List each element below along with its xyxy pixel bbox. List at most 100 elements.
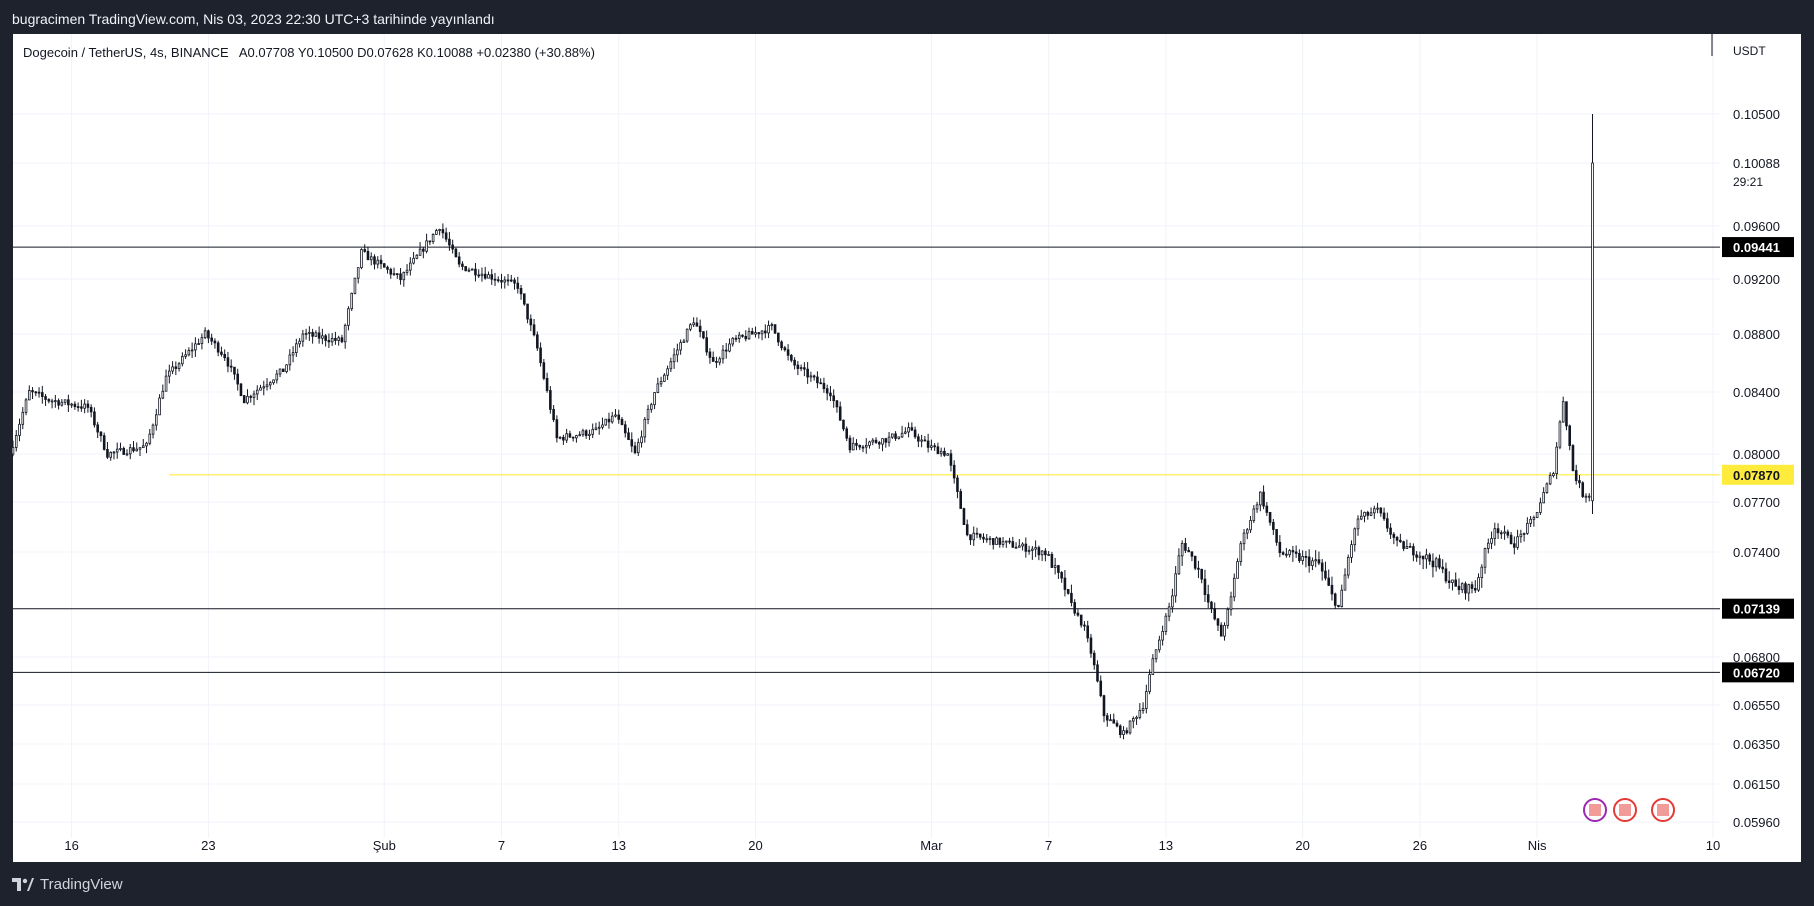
candle-body	[536, 334, 539, 349]
candle-body	[216, 342, 220, 353]
candle-body	[698, 325, 702, 333]
candle-body	[858, 444, 862, 448]
candle-body	[666, 368, 669, 376]
candle-body	[985, 538, 989, 541]
candle-body	[409, 262, 412, 271]
candle-body	[438, 229, 441, 231]
candle-body	[1522, 532, 1526, 535]
candle-body	[1447, 580, 1451, 583]
candle-body	[190, 349, 194, 352]
candle-body	[584, 430, 588, 436]
candle-body	[1389, 527, 1392, 535]
candle-body	[158, 397, 161, 416]
candle-body	[168, 370, 171, 377]
candle-body	[1340, 589, 1344, 607]
time-tick-label: 7	[1045, 838, 1052, 853]
candle-body	[184, 354, 187, 357]
candle-body	[89, 406, 93, 413]
tradingview-logo[interactable]: TradingView	[12, 876, 123, 893]
candle-body	[1112, 719, 1116, 724]
candle-body	[226, 357, 230, 367]
horizontal-lines	[13, 246, 1720, 673]
candle-body	[1268, 511, 1272, 523]
candle-body	[1415, 554, 1418, 558]
candle-body	[1578, 480, 1581, 484]
candle-body	[1164, 615, 1168, 632]
candle-body	[1434, 558, 1438, 568]
candle-body	[1229, 596, 1233, 611]
candle-body	[933, 445, 936, 448]
candle-body	[1057, 565, 1060, 573]
candle-body	[272, 379, 275, 384]
candle-body	[643, 418, 647, 438]
candle-body	[640, 436, 643, 444]
candle-body	[864, 444, 868, 448]
candle-body	[676, 349, 679, 356]
candle-body	[1353, 528, 1357, 546]
candle-body	[148, 433, 152, 444]
candle-body	[764, 330, 767, 334]
candle-body	[1083, 624, 1086, 627]
candle-body	[330, 338, 334, 343]
candle-body	[822, 382, 826, 390]
candle-body	[692, 322, 695, 326]
candle-body	[246, 395, 249, 404]
candle-body	[1460, 583, 1464, 591]
candle-body	[793, 359, 796, 366]
candle-body	[252, 393, 256, 398]
candle-body	[780, 341, 783, 349]
price-tick-label: 0.07400	[1733, 545, 1780, 560]
candle-body	[1180, 542, 1184, 557]
candle-body	[995, 537, 998, 545]
candle-body	[1236, 561, 1239, 579]
candle-body	[610, 415, 614, 423]
candle-body	[1402, 541, 1405, 549]
candle-body	[832, 395, 835, 402]
candle-body	[96, 424, 99, 433]
candle-body	[1545, 483, 1549, 493]
candle-body	[591, 429, 594, 435]
candle-body	[122, 447, 126, 455]
us-flag-icon	[1657, 804, 1669, 816]
price-line-label: 0.07139	[1733, 602, 1780, 617]
candle-body	[558, 436, 562, 439]
candle-body	[44, 396, 47, 400]
candle-body	[1239, 543, 1243, 563]
candle-body	[724, 349, 728, 352]
price-tick-label: 0.10500	[1733, 107, 1780, 122]
candle-body	[594, 427, 598, 430]
candle-body	[623, 424, 627, 434]
candle-body	[1418, 555, 1422, 558]
candle-body	[80, 406, 83, 409]
candle-body	[1467, 584, 1471, 594]
candle-body	[1464, 583, 1467, 594]
candle-body	[588, 433, 591, 436]
candle-body	[1503, 531, 1506, 534]
candle-body	[627, 432, 630, 441]
candle-body	[500, 279, 503, 283]
candle-body	[607, 418, 611, 423]
price-line-label: 0.09441	[1733, 240, 1780, 255]
candle-body	[604, 418, 608, 426]
time-tick-label: 20	[748, 838, 762, 853]
candle-body	[464, 266, 467, 272]
candle-body	[288, 354, 292, 366]
candle-body	[1060, 572, 1063, 579]
candle-body	[920, 439, 923, 442]
candle-body	[314, 332, 318, 337]
candle-body	[565, 433, 568, 441]
candle-body	[1516, 536, 1519, 548]
candle-body	[1581, 482, 1585, 497]
publish-info: bugracimen TradingView.com, Nis 03, 2023…	[12, 11, 495, 27]
candle-body	[1473, 588, 1477, 591]
candle-body	[1187, 549, 1190, 553]
candle-body	[1092, 652, 1096, 666]
price-line-badge	[1722, 662, 1794, 683]
chart-frame[interactable]	[13, 34, 1801, 862]
candle-body	[73, 403, 77, 407]
candle-body	[1193, 555, 1197, 569]
candle-body	[425, 240, 428, 252]
candle-body	[809, 375, 813, 378]
candle-body	[897, 436, 901, 439]
